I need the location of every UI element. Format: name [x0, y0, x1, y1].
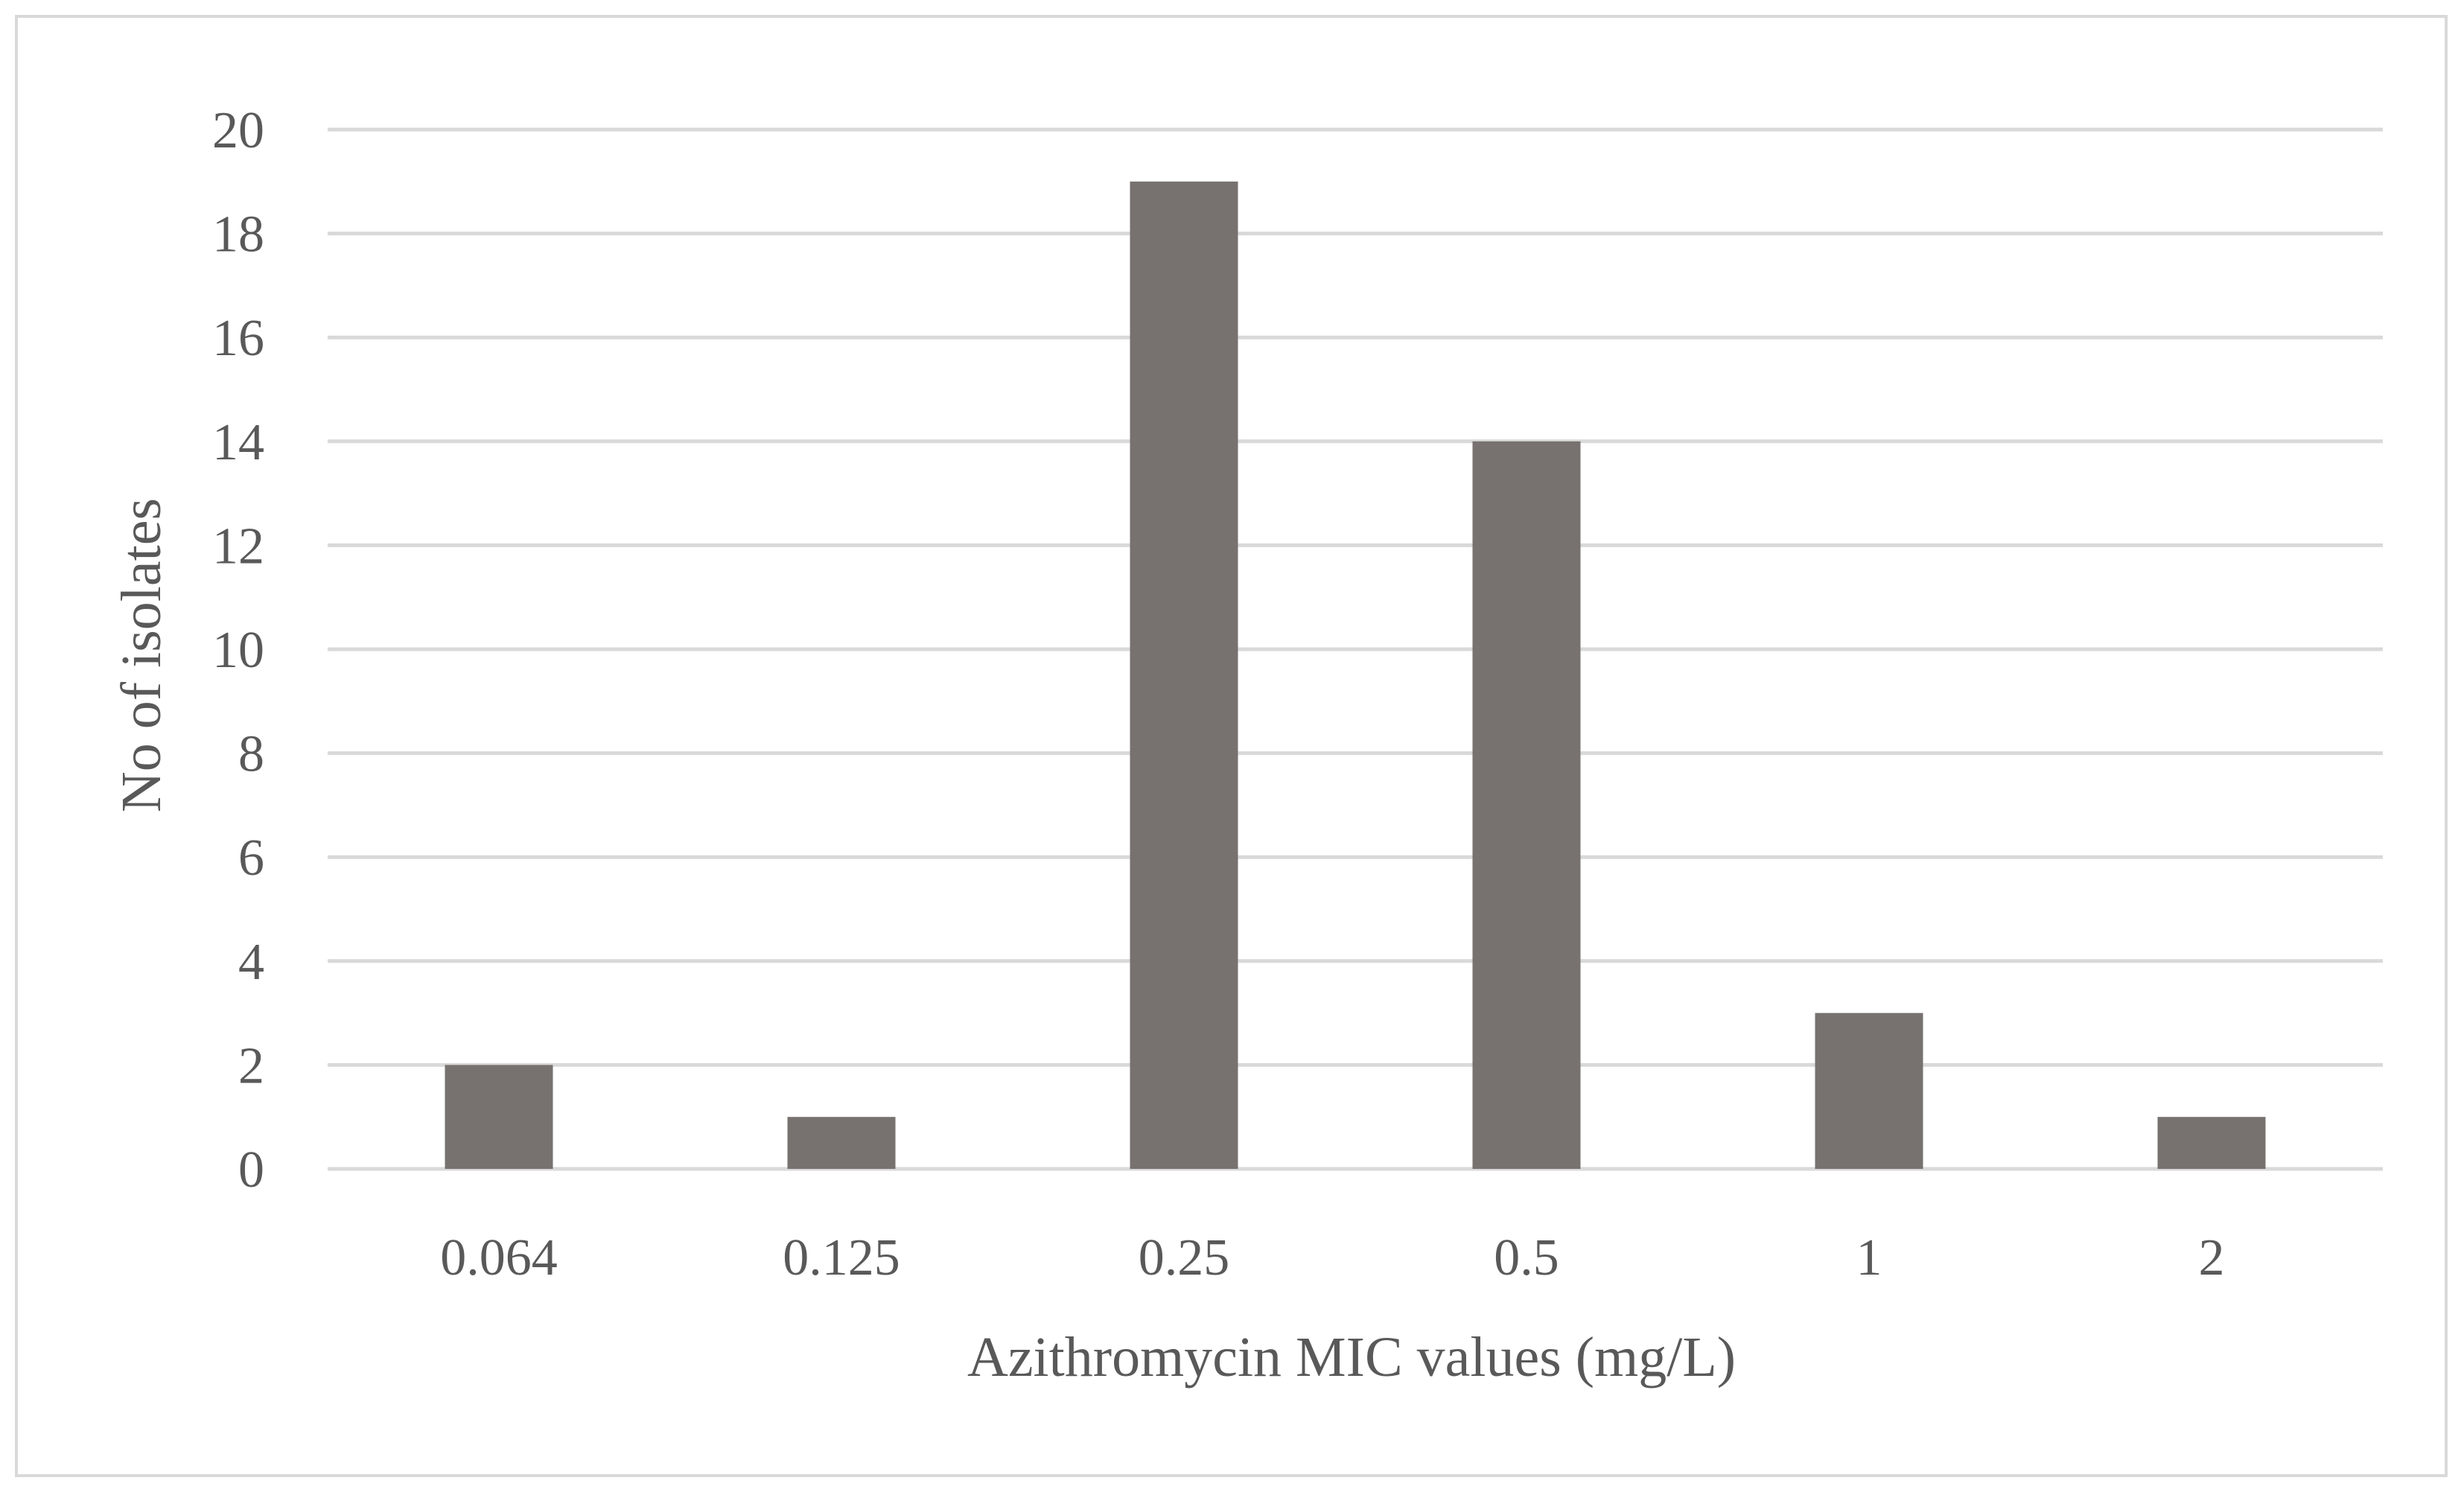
x-tick-label: 0.064 [440, 1229, 558, 1287]
y-tick-label: 4 [238, 934, 264, 991]
bar-0_125 [787, 1117, 896, 1169]
bar-1 [1815, 1013, 1923, 1169]
y-tick-labels: 0 2 4 6 8 10 12 14 16 18 20 [212, 102, 264, 1199]
x-tick-labels: 0.064 0.125 0.25 0.5 1 2 [440, 1229, 2224, 1287]
bar-0_064 [445, 1065, 553, 1169]
x-tick-label: 1 [1856, 1229, 1882, 1287]
x-tick-label: 0.125 [783, 1229, 900, 1287]
y-tick-label: 20 [212, 102, 264, 159]
bar-0_5 [1472, 441, 1581, 1169]
y-tick-label: 14 [212, 414, 264, 471]
y-tick-label: 2 [238, 1037, 264, 1094]
bar-2 [2157, 1117, 2266, 1169]
gridlines [328, 127, 2383, 1171]
x-tick-label: 0.5 [1494, 1229, 1559, 1287]
y-tick-label: 10 [212, 622, 264, 679]
bars [445, 181, 2266, 1169]
y-tick-label: 16 [212, 310, 264, 367]
y-tick-label: 12 [212, 517, 264, 575]
y-tick-label: 8 [238, 726, 264, 783]
bar-0_25 [1130, 181, 1238, 1169]
y-axis-title: No of isolates [110, 498, 173, 812]
x-axis-title: Azithromycin MIC values (mg/L) [967, 1326, 1736, 1389]
y-tick-label: 0 [238, 1141, 264, 1199]
y-tick-label: 18 [212, 206, 264, 264]
x-tick-label: 0.25 [1139, 1229, 1230, 1287]
y-tick-label: 6 [238, 829, 264, 887]
x-tick-label: 2 [2199, 1229, 2225, 1287]
